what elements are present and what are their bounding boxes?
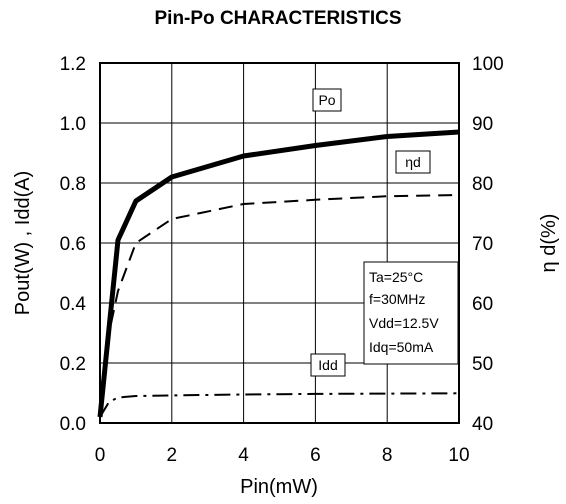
idd-curve	[99, 392, 460, 418]
po-label: Po	[318, 92, 335, 108]
tick-labels: 0 2 4 6 8 10 0.0 0.2 0.4 0.6 0.8 1.0 1.2 40 50 60 70 80 90…	[60, 54, 504, 466]
x-tick-label: 0	[95, 445, 106, 466]
po-curve	[97, 129, 460, 418]
grid	[100, 63, 459, 423]
y-tick-label: 1.0	[60, 114, 86, 135]
y-axis-label: Pout(W) , Idd(A)	[12, 171, 34, 315]
y2-tick-label: 80	[472, 174, 493, 195]
condition-ta: Ta=25°C	[369, 269, 423, 285]
y-tick-label: 0.4	[60, 294, 87, 315]
idd-label-box: Idd	[310, 353, 346, 377]
x-tick-label: 4	[238, 445, 249, 466]
y2-tick-label: 40	[472, 414, 493, 435]
x-axis-label: Pin(mW)	[240, 476, 318, 498]
y-tick-label: 0.6	[60, 234, 86, 255]
y2-tick-label: 50	[472, 354, 493, 375]
x-tick-label: 10	[448, 445, 469, 466]
condition-f: f=30MHz	[369, 291, 425, 307]
idd-label: Idd	[318, 357, 337, 373]
y2-tick-label: 70	[472, 234, 493, 255]
y-tick-label: 0.0	[60, 414, 86, 435]
chart-title: Pin-Po CHARACTERISTICS	[155, 8, 402, 29]
condition-idq: Idq=50mA	[369, 339, 434, 355]
po-label-box: Po	[312, 88, 342, 112]
eta-label-box: ηd	[395, 150, 431, 174]
y2-axis-label: η d(%)	[538, 214, 560, 273]
conditions-box: Ta=25°C f=30MHz Vdd=12.5V Idq=50mA	[363, 261, 459, 365]
y-tick-label: 0.8	[60, 174, 86, 195]
condition-vdd: Vdd=12.5V	[369, 315, 439, 331]
x-tick-label: 8	[382, 445, 393, 466]
y2-tick-label: 100	[472, 54, 504, 75]
x-tick-label: 6	[310, 445, 321, 466]
eta-label: ηd	[405, 154, 421, 170]
y-tick-label: 0.2	[60, 354, 86, 375]
plot-frame	[99, 62, 460, 424]
efficiency-curve	[99, 194, 460, 412]
y-tick-label: 1.2	[60, 54, 86, 75]
y2-tick-label: 90	[472, 114, 493, 135]
series-group	[97, 129, 460, 418]
y2-tick-label: 60	[472, 294, 493, 315]
x-tick-label: 2	[167, 445, 178, 466]
